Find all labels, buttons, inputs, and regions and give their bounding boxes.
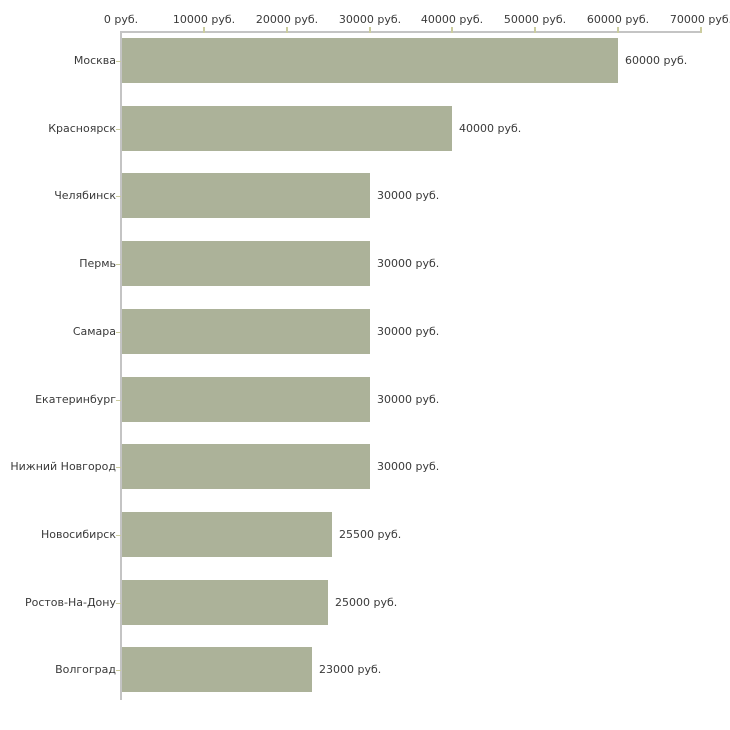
y-axis-tick [116,535,121,536]
category-label: Ростов-На-Дону [24,596,116,609]
bar [122,647,312,692]
x-axis-tick-label: 30000 руб. [338,13,402,26]
category-label: Москва [73,54,116,67]
y-axis-tick [116,264,121,265]
bar [122,580,328,625]
y-axis-tick [116,400,121,401]
x-axis-line [121,31,702,33]
y-axis-tick [116,196,121,197]
value-label: 30000 руб. [377,189,440,202]
category-label: Самара [72,325,116,338]
x-axis-tick-label: 50000 руб. [503,13,567,26]
x-axis-tick [203,27,205,33]
category-label: Волгоград [55,663,116,676]
bar [122,377,370,422]
x-axis-tick [534,27,536,33]
category-label: Челябинск [54,189,116,202]
x-axis-tick-label: 0 руб. [103,13,139,26]
category-label: Нижний Новгород [10,460,116,473]
bar [122,173,370,218]
bar [122,309,370,354]
x-axis-tick-label: 20000 руб. [255,13,319,26]
bar [122,106,452,151]
bar [122,512,332,557]
x-axis-tick [617,27,619,33]
value-label: 60000 руб. [625,54,688,67]
bar [122,241,370,286]
y-axis-tick [116,467,121,468]
x-axis-tick [286,27,288,33]
y-axis-tick [116,332,121,333]
x-axis-tick-label: 70000 руб. [669,13,730,26]
value-label: 25500 руб. [339,528,402,541]
x-axis-tick [451,27,453,33]
bar [122,38,618,83]
y-axis-tick [116,603,121,604]
bar [122,444,370,489]
y-axis-tick [116,670,121,671]
category-label: Екатеринбург [35,393,116,406]
value-label: 30000 руб. [377,257,440,270]
value-label: 23000 руб. [319,663,382,676]
category-label: Новосибирск [40,528,116,541]
x-axis-tick-label: 60000 руб. [586,13,650,26]
y-axis-line [120,31,122,700]
y-axis-tick [116,61,121,62]
category-label: Пермь [79,257,116,270]
category-label: Красноярск [48,122,116,135]
x-axis-tick-label: 40000 руб. [420,13,484,26]
value-label: 30000 руб. [377,325,440,338]
x-axis-tick [369,27,371,33]
x-axis-tick-label: 10000 руб. [172,13,236,26]
value-label: 30000 руб. [377,393,440,406]
x-axis-tick [700,27,702,33]
value-label: 25000 руб. [335,596,398,609]
y-axis-tick [116,129,121,130]
value-label: 30000 руб. [377,460,440,473]
value-label: 40000 руб. [459,122,522,135]
